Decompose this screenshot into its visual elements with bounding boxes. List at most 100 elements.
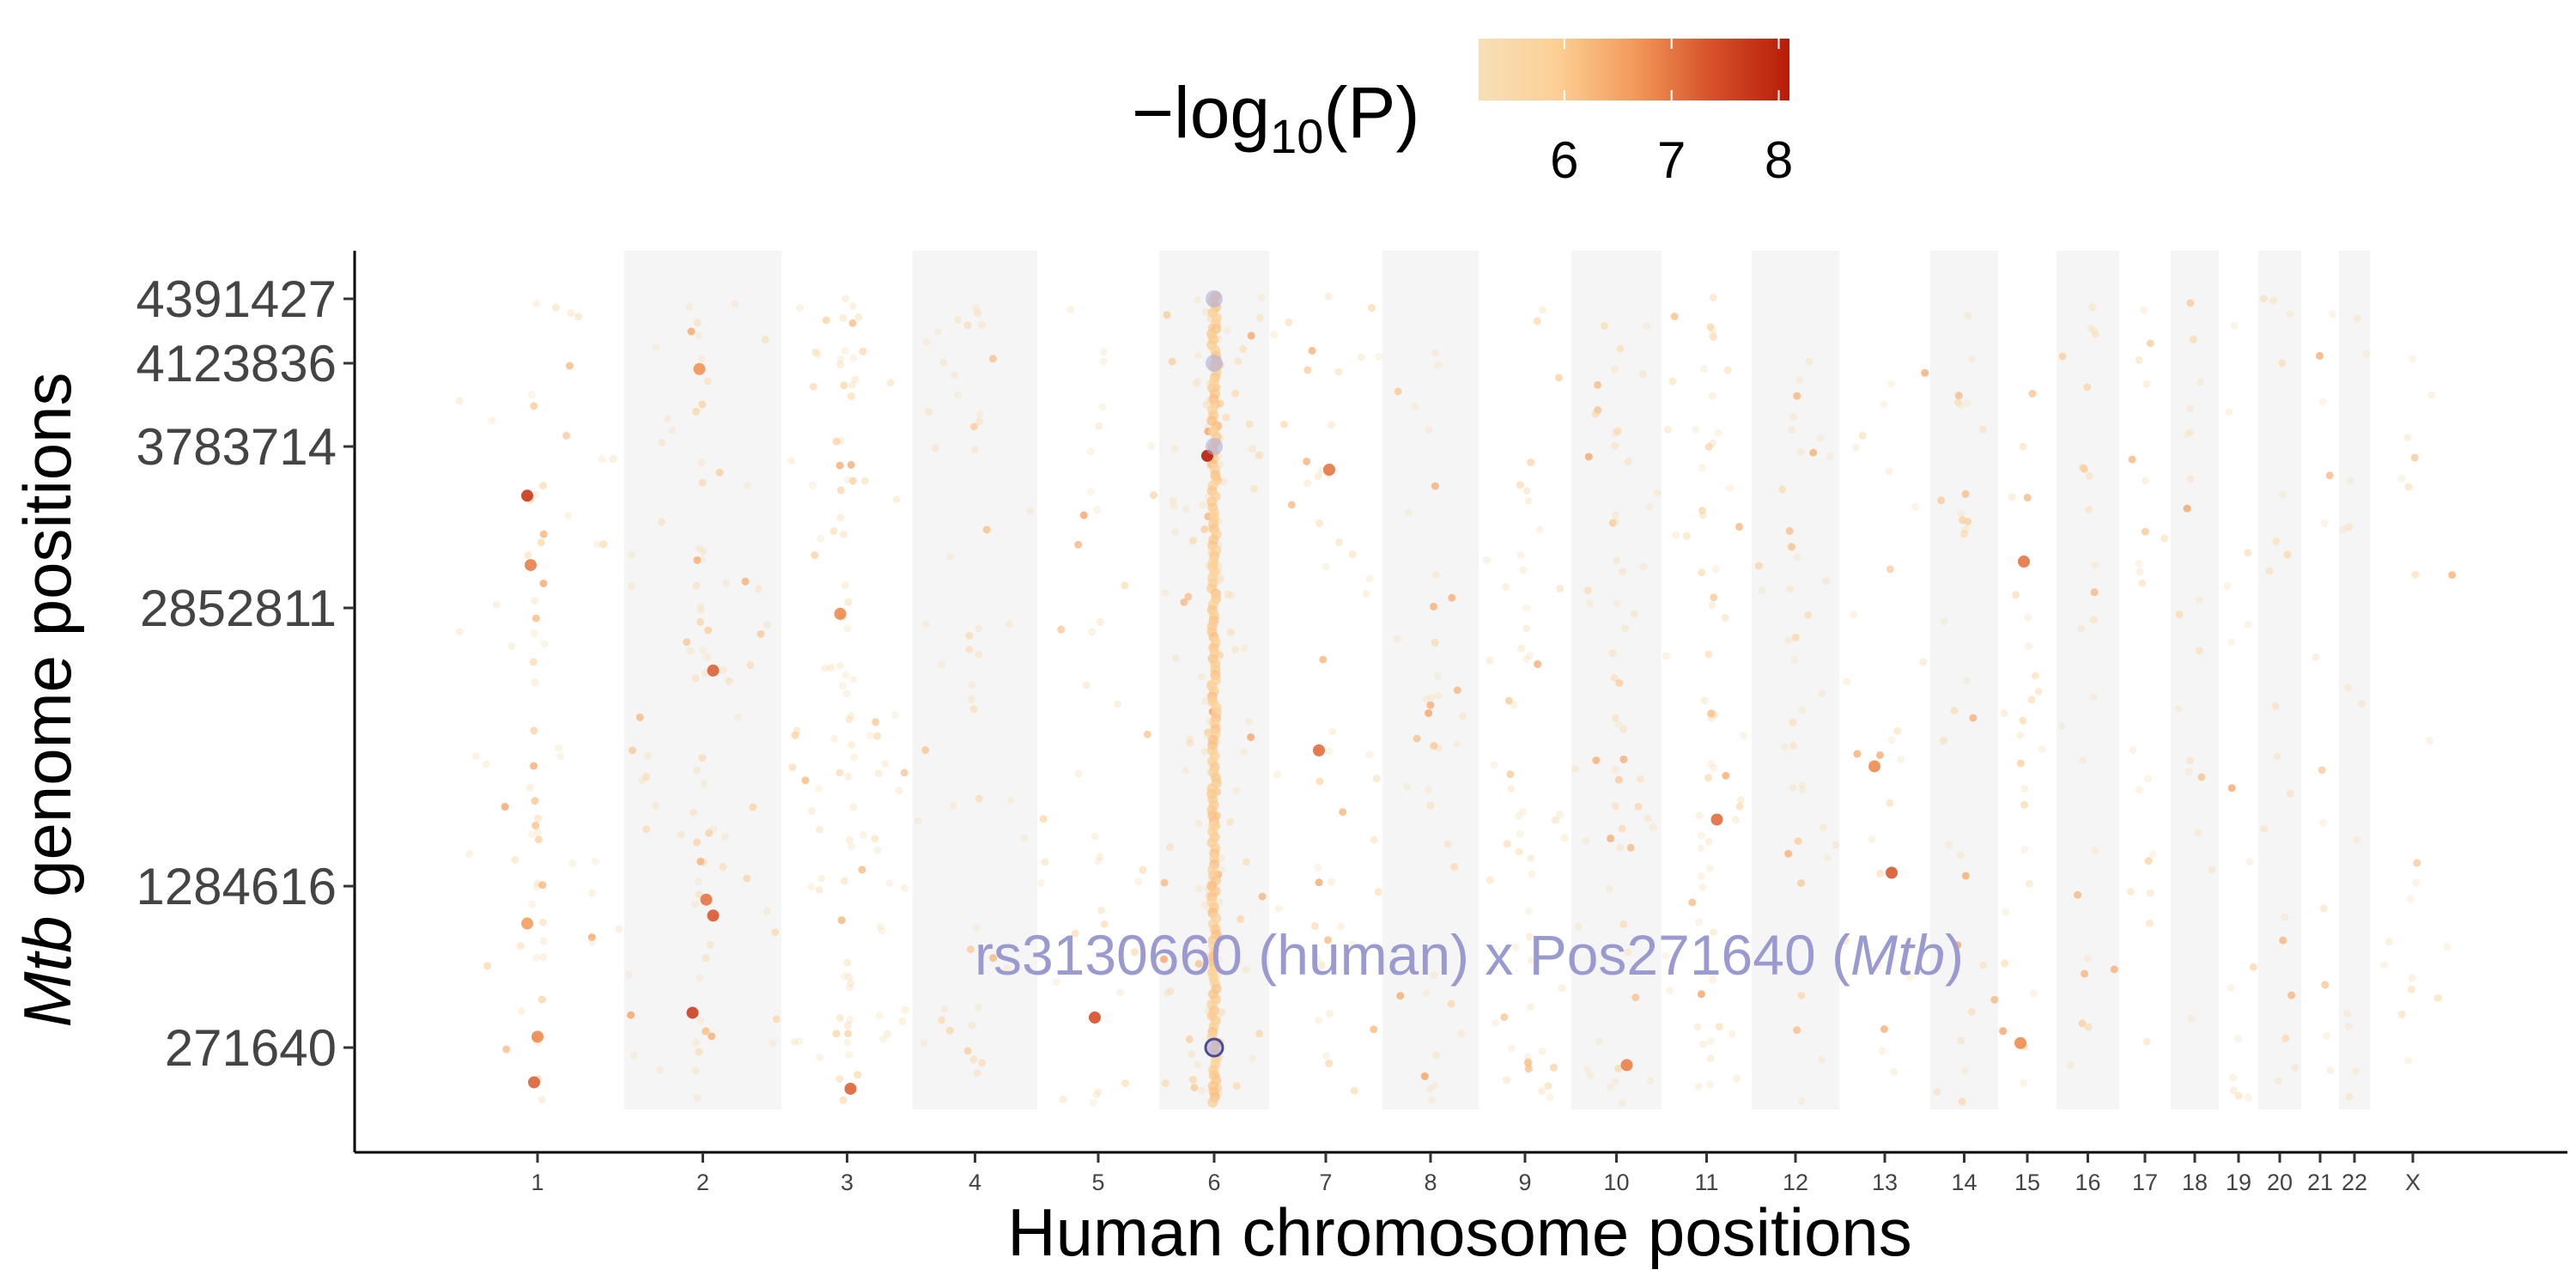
data-point: [627, 1011, 635, 1019]
data-point: [638, 776, 647, 785]
data-point: [1710, 764, 1718, 773]
x-tick-label: X: [2405, 1170, 2421, 1195]
data-point: [1843, 677, 1851, 686]
data-point: [1721, 613, 1729, 622]
y-tick-label: 271640: [165, 1019, 337, 1077]
data-point: [1668, 377, 1677, 386]
significant-point: [532, 1030, 544, 1043]
data-point: [1710, 593, 1718, 602]
data-point: [1790, 655, 1799, 664]
data-point: [844, 475, 853, 483]
data-point: [974, 309, 982, 318]
data-point: [1490, 761, 1498, 769]
data-point: [1370, 835, 1378, 844]
data-point: [690, 808, 698, 817]
data-point: [816, 1054, 824, 1062]
data-point: [706, 940, 714, 949]
data-point: [989, 954, 998, 963]
data-point: [1611, 802, 1619, 811]
data-point: [2129, 746, 2137, 755]
data-point: [1424, 785, 1432, 793]
data-point: [1940, 617, 1948, 625]
data-point: [1613, 599, 1621, 608]
data-point: [703, 377, 712, 386]
data-point: [629, 746, 637, 755]
data-point: [696, 857, 705, 866]
data-point: [2245, 858, 2254, 866]
data-point: [1615, 678, 1624, 687]
data-point: [531, 678, 539, 687]
data-point: [975, 650, 983, 659]
data-point: [1960, 530, 1969, 538]
data-point: [1375, 352, 1383, 361]
data-point: [1201, 307, 1210, 316]
data-point: [734, 713, 743, 721]
chromosome-bands: [624, 251, 2370, 1109]
data-point: [1258, 892, 1267, 901]
significant-point: [1886, 866, 1898, 879]
data-point: [698, 754, 707, 762]
data-point: [1089, 1098, 1097, 1107]
data-point: [2141, 527, 2149, 536]
data-point: [2189, 335, 2197, 343]
data-point: [873, 732, 882, 740]
data-point: [1510, 701, 1518, 709]
significant-point: [528, 1076, 540, 1089]
data-point: [901, 884, 909, 892]
data-point: [1636, 775, 1644, 783]
data-point: [821, 664, 829, 672]
data-point: [1287, 501, 1296, 509]
data-point: [2016, 732, 2025, 740]
data-point: [691, 1066, 700, 1075]
data-point: [2208, 866, 2216, 874]
data-point: [1961, 489, 1970, 498]
data-point: [951, 371, 959, 380]
data-point: [1226, 817, 1235, 826]
data-point: [1523, 1053, 1532, 1061]
data-point: [1963, 398, 1971, 407]
data-point: [1207, 1097, 1218, 1108]
data-point: [839, 530, 848, 538]
data-point: [1819, 823, 1827, 832]
data-point: [2344, 683, 2353, 692]
data-point: [1610, 674, 1619, 683]
data-point: [1511, 944, 1520, 952]
data-point: [1639, 562, 1648, 571]
data-point: [502, 1045, 511, 1054]
data-point: [2028, 390, 2037, 398]
data-point: [1447, 999, 1455, 1008]
data-point: [1695, 918, 1704, 927]
data-point: [1245, 420, 1254, 428]
data-point: [788, 763, 797, 772]
data-point: [1508, 1044, 1516, 1053]
data-point: [1624, 948, 1632, 957]
data-point: [914, 817, 922, 825]
data-point: [1168, 357, 1176, 366]
data-point: [1731, 816, 1740, 824]
x-tick-label: 16: [2075, 1170, 2100, 1195]
data-point: [2160, 534, 2169, 543]
data-point: [1113, 700, 1121, 708]
data-point: [769, 1038, 777, 1047]
x-tick-label: 11: [1694, 1170, 1718, 1195]
data-point: [844, 1030, 853, 1038]
data-point: [1285, 318, 1293, 326]
data-point: [1453, 686, 1461, 695]
data-point: [1431, 482, 1439, 490]
data-point: [1897, 755, 1905, 763]
data-point: [2278, 359, 2287, 368]
data-point: [1886, 799, 1894, 807]
data-point: [2404, 483, 2413, 491]
data-point: [1953, 941, 1962, 950]
data-point: [697, 355, 706, 363]
data-point: [873, 846, 882, 854]
data-point: [1086, 488, 1095, 496]
data-point: [1327, 421, 1335, 429]
data-point: [1434, 361, 1443, 369]
data-point: [1434, 691, 1443, 700]
x-tick-label: 22: [2342, 1170, 2367, 1195]
data-point: [1448, 593, 1456, 602]
data-point: [1059, 1095, 1067, 1103]
data-point: [1645, 502, 1654, 511]
